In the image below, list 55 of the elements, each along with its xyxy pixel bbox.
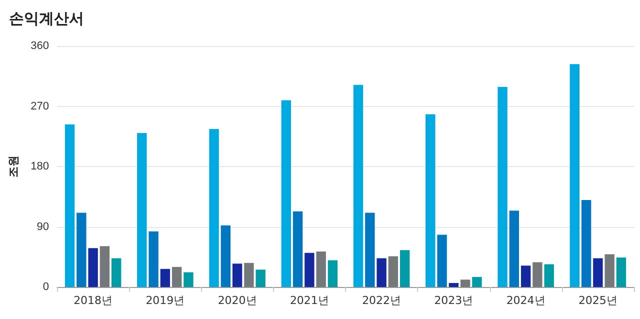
- bar: [593, 258, 603, 287]
- bar: [520, 266, 531, 287]
- bar: [244, 262, 254, 287]
- bar: [148, 231, 158, 287]
- bar: [184, 272, 194, 287]
- bar: [509, 210, 520, 287]
- y-tick-label: 270: [30, 100, 49, 112]
- y-tick-label: 180: [30, 160, 49, 172]
- bar: [172, 266, 182, 287]
- bar: [544, 264, 554, 287]
- bar: [581, 200, 592, 287]
- bar: [281, 100, 292, 287]
- bar: [498, 86, 508, 287]
- bar: [353, 84, 364, 287]
- bar: [292, 211, 303, 287]
- bar: [111, 258, 122, 287]
- bar: [400, 250, 410, 287]
- bar: [232, 264, 242, 287]
- bar: [220, 225, 231, 287]
- bar: [64, 124, 75, 287]
- bar: [256, 270, 266, 287]
- bar: [448, 282, 459, 287]
- bar: [76, 212, 86, 287]
- bar: [209, 129, 219, 287]
- x-tick-label: 2021년: [290, 294, 329, 307]
- chart-title: 손익계산서: [9, 10, 84, 28]
- x-tick-label: 2020년: [218, 294, 257, 307]
- bar: [532, 262, 542, 287]
- bar: [570, 64, 580, 287]
- x-tick-label: 2022년: [362, 294, 402, 307]
- y-axis-title: 조원: [7, 156, 20, 178]
- y-tick-label: 360: [30, 40, 49, 52]
- bar: [328, 260, 338, 287]
- y-tick-label: 90: [36, 220, 49, 233]
- bar: [137, 133, 147, 287]
- bar: [388, 256, 398, 287]
- bar: [604, 254, 614, 287]
- bar: [304, 252, 314, 287]
- bar: [316, 252, 326, 287]
- x-tick-label: 2019년: [146, 294, 185, 307]
- bar: [472, 276, 482, 287]
- bar: [100, 246, 110, 287]
- bar: [376, 258, 386, 287]
- x-tick-label: 2025년: [578, 294, 618, 307]
- bar: [160, 268, 170, 287]
- x-tick-label: 2018년: [74, 294, 113, 307]
- y-tick-label: 0: [42, 281, 49, 293]
- bar: [365, 212, 375, 287]
- x-tick-label: 2023년: [434, 294, 474, 307]
- bar: [616, 258, 626, 287]
- bar: [426, 114, 436, 287]
- x-tick-label: 2024년: [506, 294, 546, 307]
- bar: [88, 248, 98, 287]
- bar: [460, 280, 470, 287]
- bar: [437, 234, 447, 287]
